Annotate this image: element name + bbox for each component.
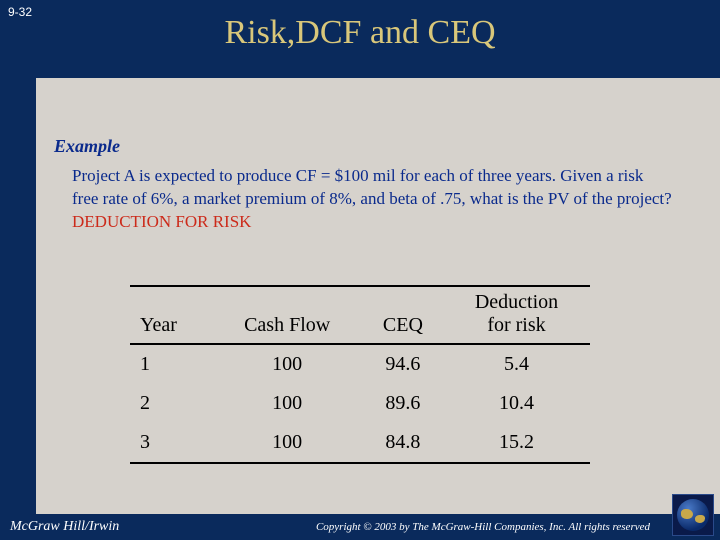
cell: 1	[130, 344, 212, 384]
data-table: Year Cash Flow CEQ Deductionfor risk 1 1…	[130, 285, 590, 480]
footer: McGraw Hill/Irwin Copyright © 2003 by Th…	[0, 514, 720, 540]
cell: 3	[130, 423, 212, 463]
slide-title: Risk,DCF and CEQ	[0, 14, 720, 52]
cell: 89.6	[363, 384, 443, 423]
body-text: Project A is expected to produce CF = $1…	[72, 165, 674, 234]
content-area: Example Project A is expected to produce…	[54, 136, 674, 234]
problem-text: Project A is expected to produce CF = $1…	[72, 166, 672, 208]
globe-icon	[677, 499, 709, 531]
cell: 84.8	[363, 423, 443, 463]
cell: 15.2	[443, 423, 590, 463]
cell: 100	[212, 384, 363, 423]
globe-logo	[672, 494, 714, 536]
col-year: Year	[130, 286, 212, 344]
table-row: 2 100 89.6 10.4	[130, 384, 590, 423]
cell: 5.4	[443, 344, 590, 384]
slide-number: 9-32	[8, 6, 32, 19]
cell: 10.4	[443, 384, 590, 423]
example-label: Example	[54, 136, 674, 157]
footer-copyright: Copyright © 2003 by The McGraw-Hill Comp…	[316, 521, 650, 533]
left-sidebar-band	[0, 0, 36, 540]
table-row: 1 100 94.6 5.4	[130, 344, 590, 384]
footer-publisher: McGraw Hill/Irwin	[10, 519, 119, 535]
deduction-highlight: DEDUCTION FOR RISK	[72, 212, 251, 231]
table-row: 3 100 84.8 15.2	[130, 423, 590, 463]
col-ceq: CEQ	[363, 286, 443, 344]
cell: 2	[130, 384, 212, 423]
col-deduction: Deductionfor risk	[443, 286, 590, 344]
cell: 100	[212, 344, 363, 384]
col-cashflow: Cash Flow	[212, 286, 363, 344]
table-bottom-rule	[130, 463, 590, 480]
cell: 94.6	[363, 344, 443, 384]
cell: 100	[212, 423, 363, 463]
